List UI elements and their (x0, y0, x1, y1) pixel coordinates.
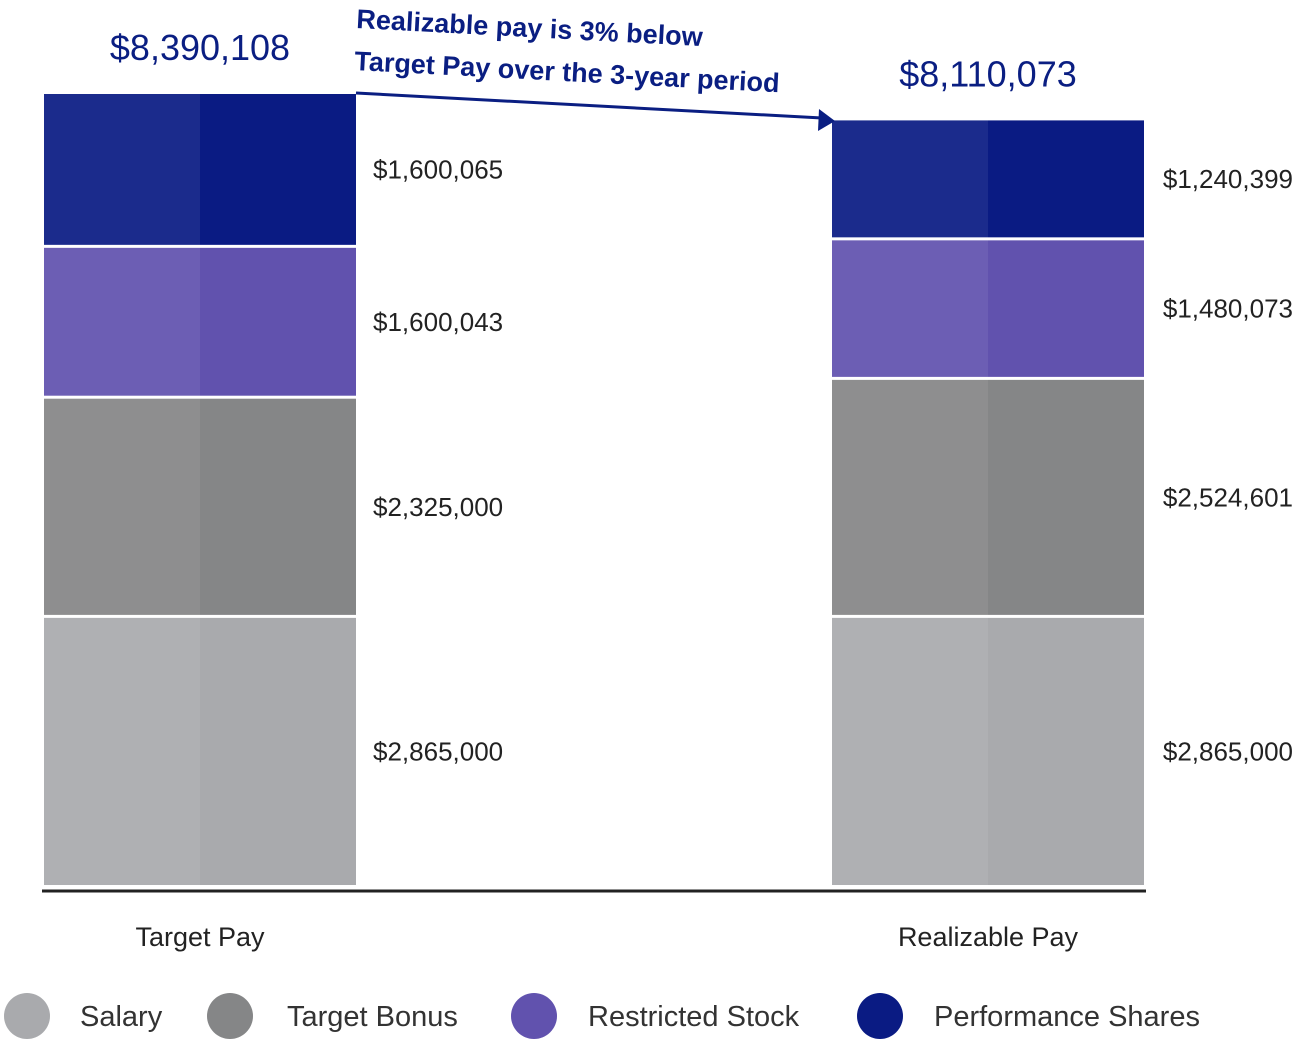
value-label-restricted-stock-2: $1,480,073 (1163, 294, 1293, 324)
legend-swatch-performance-shares (857, 993, 903, 1039)
annotation: Realizable pay is 3% below Target Pay ov… (354, 4, 835, 131)
value-label-target-bonus-2: $2,524,601 (1163, 482, 1293, 512)
bar-segment-restricted-stock-2-left (832, 240, 988, 377)
value-label-salary-2: $2,865,000 (1163, 736, 1293, 766)
bar-segment-performance-shares-1-left (44, 94, 200, 245)
bar-segment-restricted-stock-2 (988, 240, 1144, 377)
category-label-1: Target Pay (135, 922, 265, 952)
legend-swatch-salary (4, 993, 50, 1039)
annotation-arrow-head (818, 109, 835, 131)
legend-swatch-target-bonus (207, 993, 253, 1039)
bar-segment-salary-2-left (832, 617, 988, 885)
labels-layer: $2,865,000 $2,325,000 $1,600,043 $1,600,065… (110, 27, 1293, 952)
legend-label-restricted-stock: Restricted Stock (588, 1001, 800, 1033)
bar-segment-restricted-stock-1 (200, 247, 356, 396)
bar-segment-salary-2 (988, 617, 1144, 885)
value-label-performance-shares-2: $1,240,399 (1163, 164, 1293, 194)
bar-segment-target-bonus-2 (988, 379, 1144, 615)
bar-segment-target-bonus-1-left (44, 398, 200, 615)
category-label-2: Realizable Pay (898, 922, 1079, 952)
bar-segment-salary-1 (200, 617, 356, 885)
legend-label-salary: Salary (80, 1001, 163, 1033)
annotation-arrow-line (355, 91, 823, 120)
bar-segment-performance-shares-2-left (832, 120, 988, 238)
value-label-performance-shares-1: $1,600,065 (373, 154, 503, 184)
value-label-salary-1: $2,865,000 (373, 736, 503, 766)
total-label-1: $8,390,108 (110, 27, 290, 68)
legend-swatch-restricted-stock (511, 993, 557, 1039)
bars-layer (44, 94, 1144, 885)
bar-segment-performance-shares-1 (200, 94, 356, 245)
value-label-restricted-stock-1: $1,600,043 (373, 307, 503, 337)
bar-segment-target-bonus-1 (200, 398, 356, 615)
total-label-2: $8,110,073 (899, 53, 1077, 94)
legend-label-target-bonus: Target Bonus (287, 1001, 458, 1033)
legend-label-performance-shares: Performance Shares (934, 1001, 1200, 1033)
bar-segment-salary-1-left (44, 617, 200, 885)
value-label-target-bonus-1: $2,325,000 (373, 492, 503, 522)
annotation-line1: Realizable pay is 3% below (356, 4, 705, 52)
bar-segment-restricted-stock-1-left (44, 247, 200, 396)
annotation-line2: Target Pay over the 3-year period (354, 46, 781, 98)
bar-segment-target-bonus-2-left (832, 379, 988, 615)
bar-segment-performance-shares-2 (988, 120, 1144, 238)
legend: Salary Target Bonus Restricted Stock Perfor… (4, 993, 1200, 1039)
